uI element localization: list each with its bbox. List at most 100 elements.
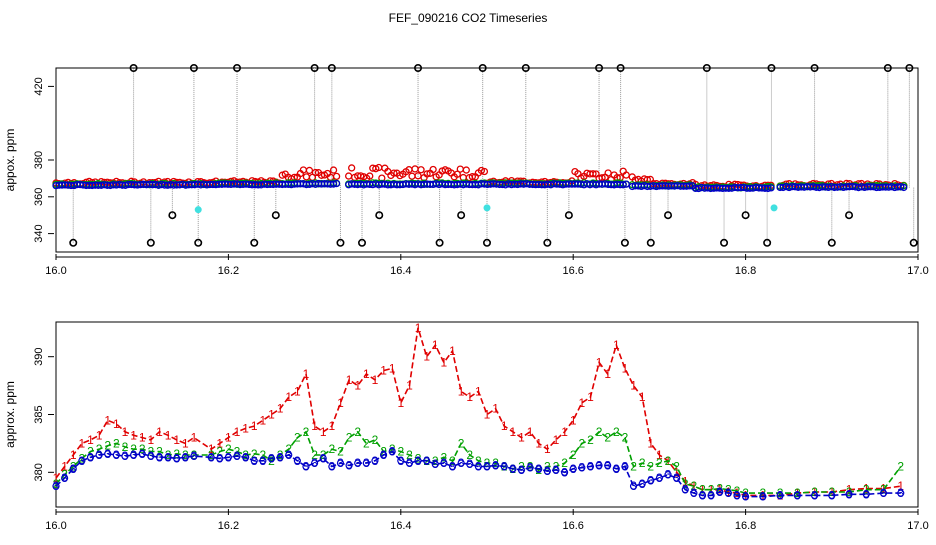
series-2-label: 2 <box>673 460 680 474</box>
x-tick-label: 16.4 <box>390 265 411 277</box>
plot-frame <box>55 321 919 508</box>
series-3-label: 3 <box>225 450 232 464</box>
series-3-point <box>448 462 457 471</box>
series-3-label: 3 <box>699 488 706 502</box>
series-blue-point <box>685 182 694 190</box>
series-3-label: 3 <box>777 488 784 502</box>
series-3-label: 3 <box>303 460 310 474</box>
series-3-label: 3 <box>79 454 86 468</box>
x-tick-label: 16.0 <box>45 520 66 532</box>
series-2-label: 2 <box>604 431 611 445</box>
series-3-point <box>897 489 905 497</box>
series-1-label: 1 <box>604 367 611 381</box>
series-3-label: 3 <box>880 486 887 500</box>
series-3-point <box>414 457 422 465</box>
series-3-label: 3 <box>682 483 689 497</box>
series-1-label: 1 <box>242 421 249 435</box>
series-1-label: 1 <box>441 355 448 369</box>
series-3-point <box>741 492 750 501</box>
series-3-label: 3 <box>191 449 198 463</box>
series-1-label: 1 <box>544 442 551 456</box>
series-2-label: 2 <box>846 485 853 499</box>
series-3-label: 3 <box>147 449 154 463</box>
series-3-point <box>181 453 189 461</box>
series-2-label: 2 <box>544 460 551 474</box>
series-2-label: 2 <box>96 442 103 456</box>
series-3-point <box>612 465 620 473</box>
series-3-point <box>371 457 379 465</box>
series-3-point <box>569 465 577 473</box>
series-1-label: 1 <box>846 483 853 497</box>
series-2-label: 2 <box>285 442 292 456</box>
series-1-label: 1 <box>578 396 585 410</box>
series-3-label: 3 <box>759 490 766 504</box>
series-2-label: 2 <box>613 425 620 439</box>
series-2-label: 2 <box>122 440 129 454</box>
outlier-point <box>129 64 138 73</box>
series-1-label: 1 <box>216 436 223 450</box>
series-red-point <box>429 165 437 174</box>
y-tick-label: 380 <box>33 463 45 481</box>
series-1-label: 1 <box>156 425 163 439</box>
series-3-label: 3 <box>354 456 361 470</box>
series-1-label: 1 <box>673 465 680 479</box>
outlier-point <box>646 238 655 247</box>
series-3-point <box>259 457 267 465</box>
series-red-point <box>456 165 464 173</box>
series-red-point <box>462 166 470 174</box>
series-1-label: 1 <box>173 433 180 447</box>
outlier-point <box>336 238 345 247</box>
series-3-label: 3 <box>596 458 603 472</box>
series-3-point <box>354 459 362 467</box>
series-3-label: 3 <box>182 450 189 464</box>
series-3-point <box>345 461 353 469</box>
series-2-label: 2 <box>492 456 499 470</box>
y-tick-label: 340 <box>33 224 45 242</box>
series-3-point <box>862 490 870 498</box>
series-3-point <box>95 451 103 459</box>
series-3-label: 3 <box>156 450 163 464</box>
series-2-label: 2 <box>337 445 344 459</box>
outlier-point <box>271 211 280 220</box>
series-3-label: 3 <box>811 488 818 502</box>
series-3-label: 3 <box>294 454 301 468</box>
series-3-label: 3 <box>277 450 284 464</box>
outlier-point <box>763 238 772 247</box>
series-3-label: 3 <box>587 460 594 474</box>
outlier-point <box>702 64 711 73</box>
series-3-label: 3 <box>285 448 292 462</box>
series-red-point <box>604 169 612 177</box>
series-2-label: 2 <box>423 454 430 468</box>
series-2-label: 2 <box>363 436 370 450</box>
series-2-label: 2 <box>587 433 594 447</box>
series-2-label: 2 <box>173 447 180 461</box>
series-3-label: 3 <box>320 451 327 465</box>
x-tick-label: 16.6 <box>562 520 583 532</box>
series-1-label: 1 <box>725 485 732 499</box>
series-2-label: 2 <box>130 442 137 456</box>
series-3-point <box>655 474 664 482</box>
series-1-label: 1 <box>147 433 154 447</box>
outlier-point <box>620 238 629 247</box>
outlier-point <box>168 211 177 220</box>
series-3-point <box>155 453 164 461</box>
series-2-label: 2 <box>147 445 154 459</box>
series-3-label: 3 <box>630 479 637 493</box>
series-3-label: 3 <box>613 462 620 476</box>
series-3-point <box>388 447 396 456</box>
series-3-label: 3 <box>622 460 629 474</box>
figure-title: FEF_090216 CO2 Timeseries <box>389 11 548 25</box>
series-3-label: 3 <box>561 465 568 479</box>
series-3-point <box>362 459 370 467</box>
series-3-label: 3 <box>897 486 904 500</box>
series-3-label: 3 <box>337 456 344 470</box>
series-red-point <box>411 165 419 173</box>
outlier-point <box>664 211 673 220</box>
outlier-point <box>194 238 203 247</box>
series-3-point <box>242 453 250 461</box>
series-red-point <box>332 172 341 181</box>
series-red-point <box>423 170 431 178</box>
outlier-point <box>827 238 836 247</box>
series-1-label: 1 <box>449 344 456 358</box>
series-2-label: 2 <box>70 460 77 474</box>
